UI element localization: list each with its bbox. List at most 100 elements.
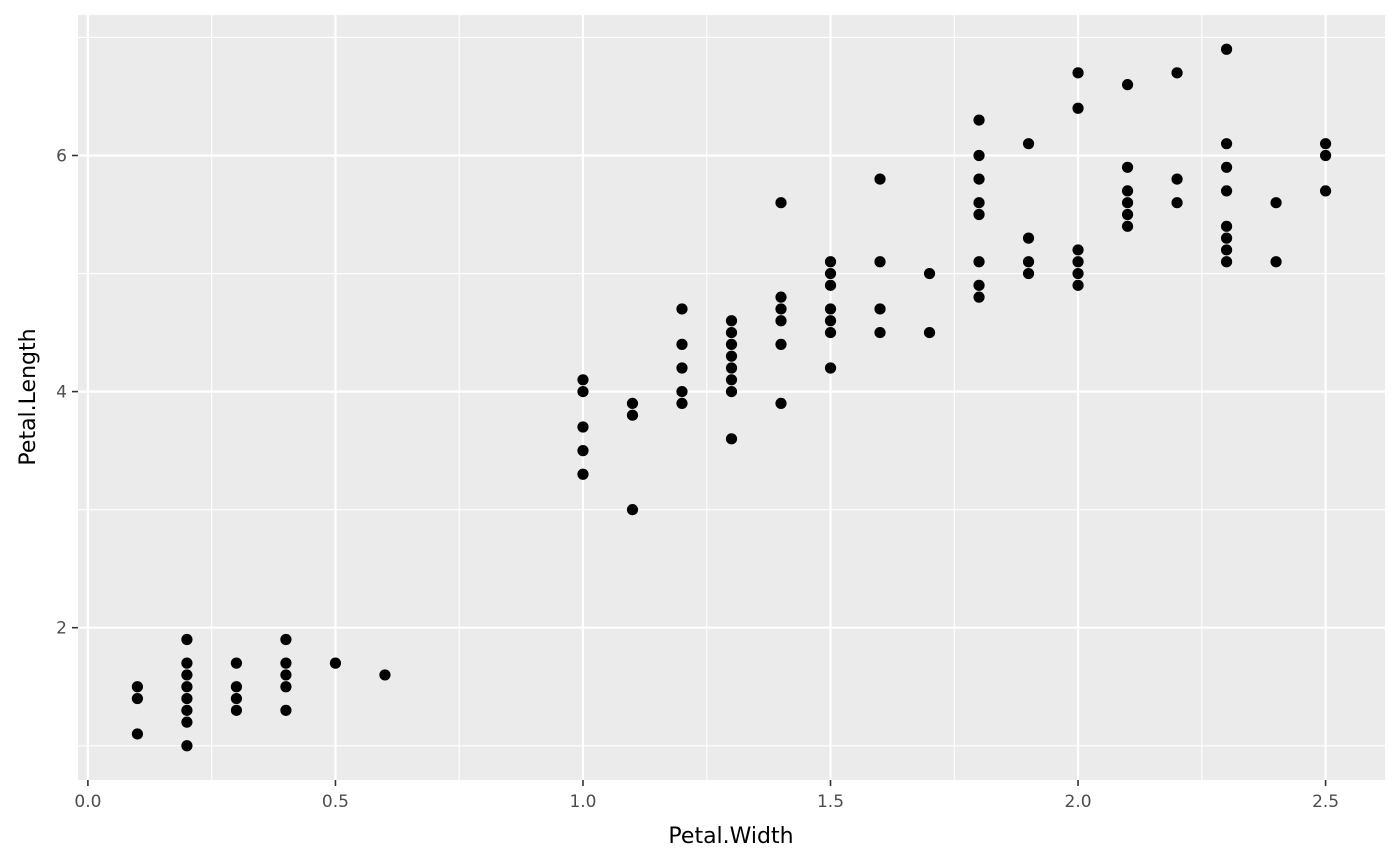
data-point <box>725 385 738 398</box>
data-point <box>181 716 193 728</box>
x-tick-label: 2.5 <box>1312 792 1339 812</box>
data-point <box>973 197 985 209</box>
data-point <box>230 704 243 716</box>
data-point <box>329 657 342 669</box>
data-point <box>874 256 886 268</box>
data-point <box>1220 138 1233 150</box>
data-point <box>1220 161 1233 173</box>
data-point <box>725 374 738 386</box>
data-point <box>824 362 837 374</box>
data-point <box>775 397 787 410</box>
data-point <box>775 338 787 350</box>
data-point <box>775 303 787 315</box>
data-point <box>131 728 144 740</box>
data-point <box>181 681 193 693</box>
data-point <box>230 657 243 669</box>
y-axis-title: Petal.Length <box>16 328 41 465</box>
data-points <box>131 43 1332 752</box>
data-point <box>181 633 193 646</box>
data-point <box>1022 267 1035 280</box>
data-point <box>1022 256 1035 268</box>
data-point <box>1220 43 1233 55</box>
data-point <box>1220 185 1233 197</box>
data-point <box>1220 232 1233 244</box>
data-point <box>280 657 292 669</box>
x-tick-label: 2.0 <box>1065 792 1092 812</box>
data-point <box>1171 197 1183 209</box>
data-point <box>1072 67 1084 79</box>
data-point <box>577 445 589 457</box>
x-axis: 0.0 0.5 1.0 1.5 2.0 2.5 <box>74 780 1339 812</box>
data-point <box>973 291 985 303</box>
data-point <box>1121 185 1134 197</box>
data-point <box>577 468 589 480</box>
y-tick-label: 4 <box>56 383 67 403</box>
data-point <box>676 397 688 410</box>
data-point <box>676 385 688 398</box>
data-point <box>824 279 837 291</box>
data-point <box>1319 149 1332 162</box>
data-point <box>676 303 688 315</box>
data-point <box>725 433 738 445</box>
data-point <box>973 149 985 162</box>
data-point <box>725 362 738 374</box>
data-point <box>280 633 292 646</box>
data-point <box>131 681 144 693</box>
y-axis: 2 4 6 <box>56 146 78 639</box>
data-point <box>181 669 193 681</box>
data-point <box>1072 256 1084 268</box>
data-point <box>1022 232 1035 244</box>
minor-gridlines <box>78 15 1385 780</box>
data-point <box>1171 173 1183 185</box>
data-point <box>676 362 688 374</box>
data-point <box>824 326 837 339</box>
data-point <box>775 315 787 327</box>
data-point <box>1121 161 1134 173</box>
data-point <box>1270 256 1282 268</box>
data-point <box>824 315 837 327</box>
data-point <box>824 256 837 268</box>
data-point <box>973 279 985 291</box>
data-point <box>280 704 292 716</box>
data-point <box>725 350 738 362</box>
data-point <box>626 504 639 516</box>
data-point <box>1072 244 1084 256</box>
data-point <box>874 173 886 185</box>
data-point <box>1121 208 1134 221</box>
data-point <box>775 197 787 209</box>
data-point <box>676 338 688 350</box>
data-point <box>775 291 787 303</box>
data-point <box>1220 256 1233 268</box>
data-point <box>1220 244 1233 256</box>
plot-panel <box>78 15 1385 780</box>
data-point <box>1072 102 1084 114</box>
data-point <box>1319 185 1332 197</box>
data-point <box>577 374 589 386</box>
data-point <box>824 303 837 315</box>
data-point <box>973 173 985 185</box>
data-point <box>973 208 985 221</box>
x-axis-title: Petal.Width <box>668 824 793 849</box>
data-point <box>1072 279 1084 291</box>
x-tick-label: 0.0 <box>74 792 101 812</box>
data-point <box>725 315 738 327</box>
data-point <box>181 704 193 716</box>
data-point <box>923 326 936 339</box>
y-tick-label: 6 <box>56 146 67 166</box>
data-point <box>1270 197 1282 209</box>
data-point <box>181 692 193 705</box>
data-point <box>1171 67 1183 79</box>
data-point <box>725 338 738 350</box>
data-point <box>1319 138 1332 150</box>
data-point <box>181 740 193 752</box>
data-point <box>973 256 985 268</box>
data-point <box>181 657 193 669</box>
data-point <box>824 267 837 280</box>
data-point <box>1220 220 1233 232</box>
data-point <box>577 421 589 433</box>
data-point <box>626 397 639 410</box>
data-point <box>379 669 391 681</box>
data-point <box>973 114 985 126</box>
data-point <box>1121 79 1134 91</box>
data-point <box>280 669 292 681</box>
